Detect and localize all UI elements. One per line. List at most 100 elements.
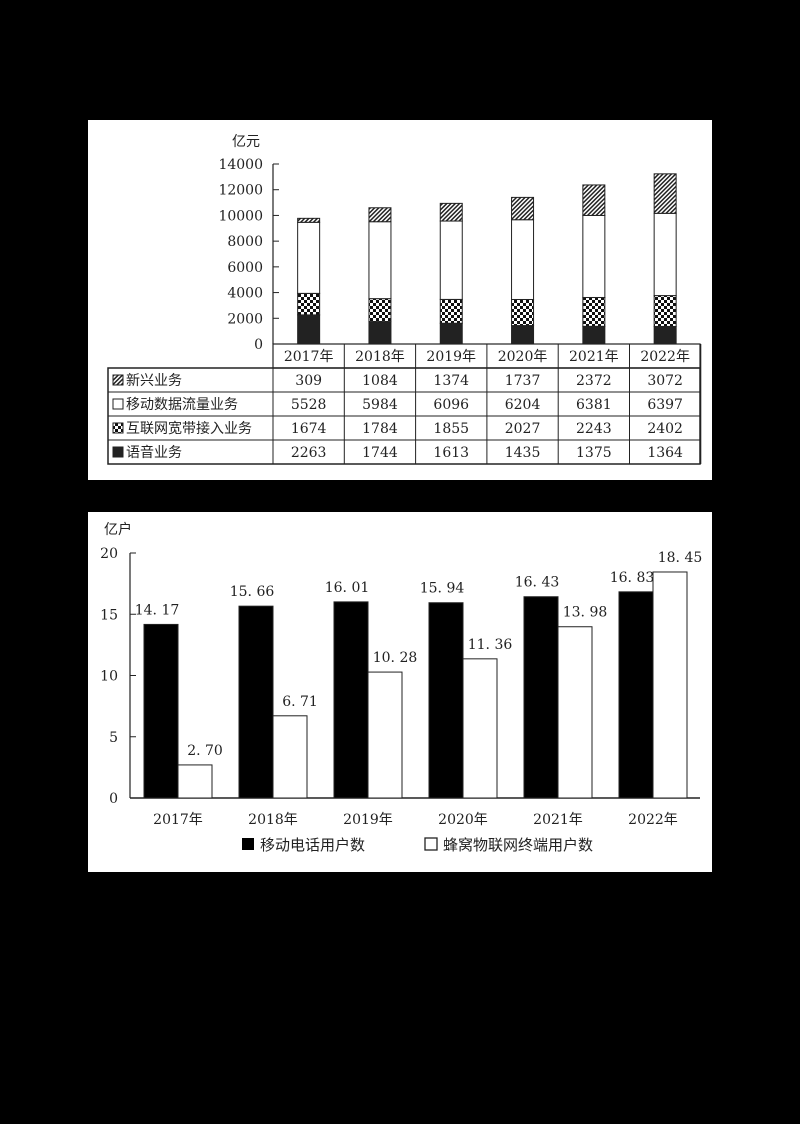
stacked-bar-2022年 <box>653 173 677 345</box>
bar-segment <box>368 298 392 323</box>
mobile-users-bar <box>428 602 464 799</box>
bar-segment <box>368 207 392 223</box>
y-tick-label: 20 <box>100 546 118 562</box>
legend-label: 移动电话用户数 <box>260 836 365 854</box>
bar-group-2019年: 16. 01 10. 28 <box>325 580 418 799</box>
bar-segment <box>582 184 606 216</box>
bar-value-label: 16. 83 <box>610 570 655 586</box>
table-cell: 1613 <box>433 445 469 461</box>
y-tick-label: 2000 <box>227 311 263 327</box>
table-cell: 5528 <box>291 397 327 413</box>
stacked-bar-2017年 <box>297 217 321 345</box>
table-cell: 2027 <box>505 421 541 437</box>
revenue-chart-panel: 亿元 0 2000 4000 6000 8000 10000 12000 14000 2017年 2… <box>88 120 712 480</box>
iot-users-bar <box>177 764 213 799</box>
bar-segment <box>511 196 535 221</box>
table-cell: 6397 <box>647 397 683 413</box>
table-cell: 6381 <box>576 397 612 413</box>
table-cell: 1374 <box>433 373 469 389</box>
y-tick-label: 15 <box>100 607 118 623</box>
bar-segment <box>439 202 463 222</box>
revenue-stacked-bar-chart: 亿元 0 2000 4000 6000 8000 10000 12000 14000 2017年 2… <box>107 134 702 465</box>
y-axis-unit-label: 亿元 <box>232 134 260 150</box>
bar-value-label: 16. 43 <box>515 575 560 591</box>
y-tick-label: 6000 <box>227 260 263 276</box>
bar-group-2020年: 15. 94 11. 36 <box>420 581 513 799</box>
iot-users-bar <box>462 658 498 799</box>
bar-segment <box>297 314 321 345</box>
bar-value-label: 2. 70 <box>187 743 223 759</box>
legend-swatch-black <box>242 838 254 850</box>
y-tick-label: 0 <box>109 791 118 807</box>
y-tick-label: 5 <box>109 730 118 746</box>
table-cell: 1744 <box>362 445 398 461</box>
table-cell: 2372 <box>576 373 612 389</box>
table-cell: 1674 <box>291 421 327 437</box>
bar-segment <box>368 221 392 300</box>
legend: 移动电话用户数 蜂窝物联网终端用户数 <box>242 836 593 854</box>
y-tick-label: 4000 <box>227 286 263 302</box>
bar-segment <box>439 298 463 324</box>
bar-segment <box>653 212 677 297</box>
bar-segment <box>653 325 677 345</box>
stacked-bar-2019年 <box>439 202 463 345</box>
bar-segment <box>653 295 677 327</box>
bar-value-label: 13. 98 <box>563 605 608 621</box>
stacked-bar-2018年 <box>368 207 392 345</box>
bar-value-label: 15. 66 <box>230 584 275 600</box>
x-category-label: 2022年 <box>628 812 678 828</box>
bar-value-label: 6. 71 <box>282 694 318 710</box>
table-cell: 1855 <box>433 421 469 437</box>
bar-segment <box>511 219 535 300</box>
bar-segment <box>582 325 606 345</box>
x-category-label: 2017年 <box>153 812 203 828</box>
iot-users-bar <box>557 626 593 799</box>
bar-group-2018年: 15. 66 6. 71 <box>230 584 318 799</box>
bar-segment <box>511 325 535 345</box>
legend-label: 新兴业务 <box>126 373 182 389</box>
legend-swatch <box>112 374 124 386</box>
legend-label: 蜂窝物联网终端用户数 <box>443 836 593 854</box>
x-category-label: 2022年 <box>640 349 690 365</box>
table-cell: 6096 <box>433 397 469 413</box>
bar-segment <box>582 214 606 298</box>
bar-segment <box>439 220 463 300</box>
mobile-users-bar <box>143 623 179 799</box>
y-tick-label: 10000 <box>218 208 263 224</box>
table-cell: 1435 <box>505 445 541 461</box>
legend-swatch <box>112 446 124 458</box>
bar-value-label: 11. 36 <box>468 637 513 653</box>
legend-label: 移动数据流量业务 <box>126 397 238 413</box>
y-tick-label: 8000 <box>227 234 263 250</box>
y-tick-label: 10 <box>100 669 118 685</box>
mobile-users-bar <box>333 601 369 799</box>
x-category-label: 2020年 <box>438 812 488 828</box>
users-chart-panel: 亿户 0 5 10 15 20 14. 17 2. 70 2017年 15. 66 6. 71 201… <box>88 512 712 872</box>
bar-value-label: 14. 17 <box>135 602 180 618</box>
bar-segment <box>297 292 321 316</box>
table-cell: 1784 <box>362 421 398 437</box>
x-category-label: 2019年 <box>426 349 476 365</box>
x-category-label: 2019年 <box>343 812 393 828</box>
x-category-label: 2017年 <box>284 349 334 365</box>
y-tick-label: 14000 <box>218 157 263 173</box>
legend-swatch-white <box>424 837 438 851</box>
table-cell: 6204 <box>505 397 541 413</box>
table-cell: 1375 <box>576 445 612 461</box>
bar-value-label: 10. 28 <box>373 650 418 666</box>
iot-users-bar <box>652 571 688 799</box>
y-tick-label: 12000 <box>218 183 263 199</box>
y-axis-unit-label: 亿户 <box>104 521 132 538</box>
bar-value-label: 15. 94 <box>420 581 465 597</box>
mobile-users-bar <box>523 596 559 799</box>
mobile-users-bar <box>618 591 654 799</box>
y-tick-label: 0 <box>254 337 263 353</box>
bar-segment <box>439 322 463 345</box>
iot-users-bar <box>272 715 308 799</box>
table-cell: 309 <box>295 373 322 389</box>
stacked-bar-2020年 <box>511 196 535 345</box>
bar-value-label: 16. 01 <box>325 580 370 596</box>
iot-users-bar <box>367 671 403 799</box>
